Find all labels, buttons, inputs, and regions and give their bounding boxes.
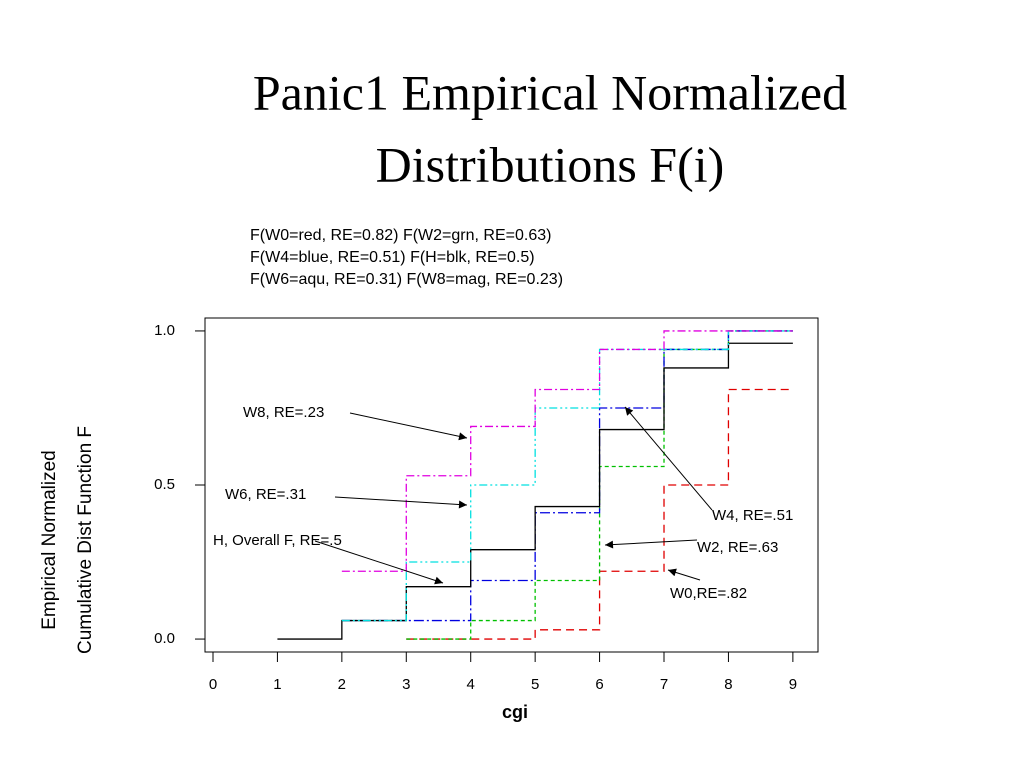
annotation-arrow — [314, 540, 444, 585]
legend-text: F(W4=blue, RE=0.51) F(H=blk, RE=0.5) — [250, 249, 535, 266]
x-tick-label: 0 — [209, 676, 217, 693]
x-tick-label: 5 — [531, 676, 539, 693]
x-tick-label: 9 — [789, 676, 797, 693]
title: Distributions F(i) — [376, 136, 725, 192]
y-tick-label: 1.0 — [154, 322, 175, 339]
annotation-arrow — [604, 539, 698, 549]
y-tick-label: 0.0 — [154, 630, 175, 647]
y-axis-label: Empirical Normalized — [39, 450, 60, 630]
annotation: W8, RE=.23 — [243, 404, 324, 421]
annotation-arrow — [334, 496, 468, 509]
annotation: W0,RE=.82 — [670, 585, 747, 602]
annotation: H, Overall F, RE=.5 — [213, 532, 342, 549]
x-tick-label: 6 — [595, 676, 603, 693]
annotation: W6, RE=.31 — [225, 486, 306, 503]
x-tick-label: 3 — [402, 676, 410, 693]
step-line — [406, 330, 793, 640]
x-tick-label: 1 — [273, 676, 281, 693]
x-tick-label: 7 — [660, 676, 668, 693]
annotation-arrow — [349, 412, 468, 441]
title: Panic1 Empirical Normalized — [253, 64, 847, 120]
y-axis-label: Cumulative Dist Function F — [75, 426, 96, 654]
step-line — [341, 330, 793, 572]
y-tick-label: 0.5 — [154, 476, 175, 493]
x-tick-label: 4 — [467, 676, 475, 693]
legend-text: F(W6=aqu, RE=0.31) F(W8=mag, RE=0.23) — [250, 271, 563, 288]
annotation: W4, RE=.51 — [712, 507, 793, 524]
x-tick-label: 2 — [338, 676, 346, 693]
x-tick-label: 8 — [724, 676, 732, 693]
annotation-arrow — [667, 568, 701, 581]
annotation: W2, RE=.63 — [697, 539, 778, 556]
x-axis-label: cgi — [502, 702, 528, 722]
annotation-arrow — [624, 406, 713, 511]
legend-text: F(W0=red, RE=0.82) F(W2=grn, RE=0.63) — [250, 227, 551, 244]
